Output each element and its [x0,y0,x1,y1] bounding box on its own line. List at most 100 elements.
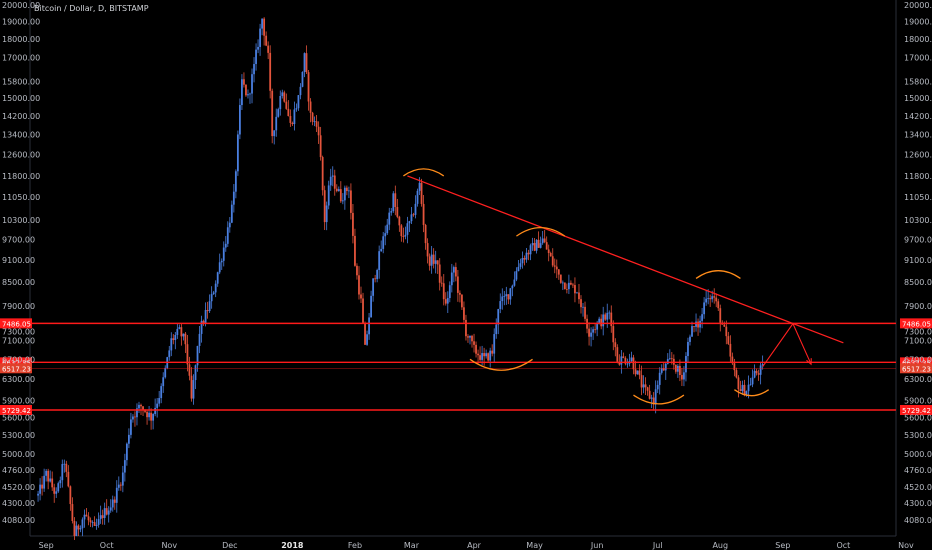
candle [194,364,197,390]
candle [398,215,401,232]
candle [408,220,411,232]
candle [218,253,221,275]
candle [97,512,100,528]
candle [588,322,590,346]
candle [602,306,605,336]
candle [39,478,41,501]
candle [729,335,732,363]
candle [299,83,302,100]
candle [164,365,167,379]
candle [561,280,564,291]
candle [422,194,425,233]
x-tick-label: Jul [652,541,663,550]
y-tick-label: 7300.00 [2,328,35,337]
y-tick-label: 17000.00 [904,54,932,63]
candle [503,291,506,306]
candle [715,293,718,308]
candle [303,52,306,78]
candle [739,380,742,392]
candle [73,517,76,541]
candle [214,280,217,298]
candle [509,287,512,305]
candle [345,185,348,196]
candle [511,284,514,297]
candle [61,459,64,488]
y-tick-label: 6700.00 [904,355,932,364]
candle [188,356,191,381]
candle [676,364,679,378]
y-tick-label: 7100.00 [904,337,932,346]
candle [362,292,364,324]
candle [335,184,338,193]
candle [574,277,576,303]
candle [432,248,435,269]
candle [626,358,629,368]
candle [495,318,498,339]
candle [212,290,215,295]
candle [749,377,752,386]
candle [253,57,255,83]
candle [491,344,494,357]
candle [269,45,272,99]
candle [287,100,290,117]
candle [220,258,223,270]
candle [751,369,754,388]
arc-top-pattern [695,270,741,279]
projection-arrowhead [806,358,812,366]
candle [610,305,613,333]
candle [154,398,157,417]
candle [479,346,481,363]
candle [678,359,681,382]
candle [517,260,520,272]
candle [162,372,165,393]
y-tick-label: 9700.00 [904,235,932,244]
candle [372,278,375,302]
candle [301,71,304,88]
candle [616,344,619,364]
candle [142,406,144,417]
candle [624,356,627,366]
candle [210,286,213,309]
y-tick-label: 6700.00 [2,355,35,364]
candle [648,384,651,400]
candle [158,391,161,407]
candle [279,90,282,116]
candle [709,294,712,307]
candle [236,130,239,176]
candle [366,330,368,346]
candle [632,354,635,375]
y-tick-label: 10300.00 [904,216,932,225]
x-tick-label: Aug [712,541,728,550]
candle [693,326,695,333]
x-tick-label: Nov [898,541,914,550]
candle [81,517,84,537]
candle [291,121,294,126]
y-tick-label: 20000.00 [2,1,40,10]
x-tick-label: Dec [222,541,237,550]
candle [374,274,377,283]
price-level-label: 5729.42 [902,407,931,415]
candle [251,68,253,104]
candle [247,89,249,99]
candle [448,281,451,303]
candle [285,93,288,110]
price-level-badge [0,318,32,329]
x-tick-label: Nov [161,541,177,550]
y-tick-label: 13400.00 [2,131,40,140]
y-tick-label: 6300.00 [2,375,35,384]
candle [313,116,316,127]
candle [747,375,750,399]
x-tick-label: Apr [467,541,482,550]
candle [182,333,185,341]
candle [590,327,592,347]
candle [636,370,639,375]
x-tick-label: Sep [39,541,54,550]
candle [239,98,241,140]
x-tick-label: Oct [100,541,114,550]
candle [364,321,366,345]
candle [392,191,395,213]
candle [608,310,611,320]
candle [539,236,542,249]
candle [701,307,703,329]
candle [146,410,148,425]
